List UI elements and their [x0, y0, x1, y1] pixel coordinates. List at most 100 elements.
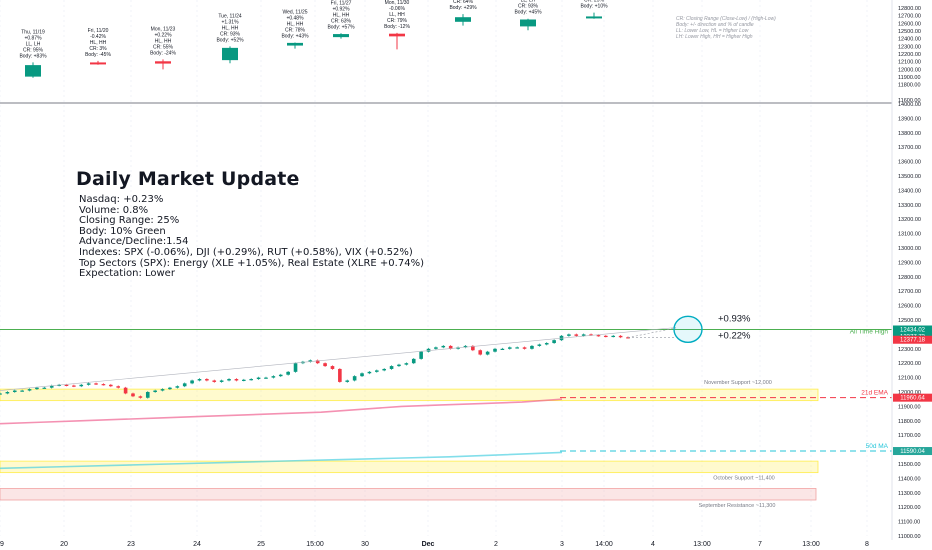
mini-candle-label: Body: -45% — [85, 52, 111, 58]
y-tick-label: 12000.00 — [898, 390, 921, 396]
y-tick-label: 14000.00 — [898, 102, 921, 108]
y-axis: 11600.0011800.0011900.0012000.0012100.00… — [891, 0, 932, 550]
y-tick-label: 12700.00 — [898, 14, 921, 20]
mini-candle-body — [455, 17, 471, 22]
price-candle — [463, 345, 468, 348]
mini-candle-label: HL, HH — [287, 22, 304, 28]
price-candle — [293, 363, 298, 372]
y-tick-label: 11800.00 — [898, 83, 921, 89]
x-tick-label: 8 — [865, 541, 869, 548]
zone-label: October Support ~11,400 — [713, 476, 775, 482]
trend-line — [0, 327, 677, 391]
price-candle — [397, 364, 401, 367]
x-tick-label: 14:00 — [595, 541, 613, 548]
update-line: Nasdaq: +0.23% — [79, 194, 164, 205]
price-candle — [197, 379, 202, 381]
projection-label: +0.93% — [718, 313, 751, 324]
mini-candle-body — [389, 33, 405, 37]
price-candle — [493, 348, 497, 352]
y-tick-label: 13600.00 — [898, 160, 921, 166]
price-candle — [611, 335, 616, 338]
x-tick-label: 4 — [651, 541, 655, 548]
mini-candle-label: HL, HH — [333, 12, 350, 18]
mini-candle-label: LL, LH — [521, 0, 536, 4]
y-tick-label: 12500.00 — [898, 318, 921, 324]
price-candle — [352, 376, 357, 381]
mini-candle-label: CR: 3% — [89, 46, 107, 52]
y-tick-label: 11700.00 — [898, 433, 921, 439]
mini-candle-label: Body: +29% — [449, 5, 477, 11]
price-tag — [893, 447, 932, 456]
mini-candle-label: Fri, 11/20 — [88, 28, 109, 34]
support-resistance-zones: November Support ~12,000 October Support … — [0, 380, 819, 509]
price-candle — [249, 379, 253, 381]
price-candle — [190, 380, 194, 384]
mini-candle-label: Thu, 11/19 — [21, 29, 45, 35]
projection-label: +0.22% — [718, 331, 751, 342]
price-candle — [145, 392, 150, 398]
price-candle — [338, 368, 342, 382]
price-tag-label: 11960.64 — [900, 396, 925, 402]
price-candle — [278, 374, 283, 377]
y-tick-label: 13900.00 — [898, 116, 921, 122]
main-price-panel: All Time High 21d EMA 50d MA +0.93% +0.22% — [0, 313, 892, 470]
price-candle — [72, 385, 76, 387]
zone-1 — [0, 460, 819, 474]
y-tick-label: 12800.00 — [898, 275, 921, 281]
mini-candle-label: Fri, 11/27 — [331, 0, 352, 6]
mini-candle-label: CR: 25% — [584, 0, 605, 4]
price-candle — [153, 390, 157, 392]
x-tick-label: 7 — [758, 541, 762, 548]
x-tick-label: Dec — [422, 541, 435, 548]
price-candle — [123, 387, 128, 394]
update-title: Daily Market Update — [76, 168, 300, 190]
price-candle — [308, 360, 313, 362]
price-candle — [256, 377, 261, 380]
projection-up — [627, 327, 677, 338]
price-candle — [49, 385, 54, 388]
y-tick-label: 12300.00 — [898, 44, 921, 50]
price-candle — [64, 384, 69, 386]
price-candle — [596, 335, 601, 337]
y-tick-label: 11000.00 — [898, 534, 921, 540]
level-label: 50d MA — [866, 443, 889, 450]
cr-legend: CR: Closing Range (Close-Low) / (High-Lo… — [676, 16, 796, 40]
price-candle — [94, 383, 98, 385]
mini-candle-label: HL, HH — [90, 40, 107, 46]
update-line: Top Sectors (SPX): Energy (XLE +1.05%), … — [79, 257, 424, 269]
mini-candle-body — [287, 42, 303, 46]
price-candle — [626, 337, 630, 339]
mini-candle-label: +0.48% — [286, 16, 304, 22]
y-tick-label: 12100.00 — [898, 60, 921, 66]
y-tick-label: 13100.00 — [898, 232, 921, 238]
y-tick-label: 11500.00 — [898, 462, 921, 468]
price-candle — [522, 347, 527, 349]
y-tick-label: 13400.00 — [898, 188, 921, 194]
mini-candle-body — [520, 19, 536, 27]
price-candle — [219, 380, 224, 382]
y-tick-label: 12600.00 — [898, 304, 921, 310]
price-candle — [485, 351, 490, 355]
level-label: All Time High — [850, 329, 889, 336]
grid — [0, 0, 932, 536]
y-tick-label: 12100.00 — [898, 376, 921, 382]
x-tick-label: 20 — [60, 541, 68, 548]
x-tick-label: 13:00 — [693, 541, 711, 548]
price-candle — [101, 384, 106, 386]
price-candle — [426, 348, 431, 352]
price-candle — [360, 373, 364, 377]
price-candle — [160, 389, 165, 391]
x-tick-label: 25 — [257, 541, 265, 548]
price-candle — [0, 393, 2, 395]
price-candle — [131, 393, 135, 397]
x-tick-label: 19 — [0, 541, 4, 548]
price-candle — [367, 371, 372, 374]
price-candle — [5, 392, 10, 394]
y-tick-label: 12200.00 — [898, 52, 921, 58]
mini-candle-label: CR: 63% — [331, 18, 352, 24]
x-tick-label: 3 — [560, 541, 564, 548]
update-line: Advance/Decline:1.54 — [79, 236, 189, 248]
y-tick-label: 13000.00 — [898, 246, 921, 252]
